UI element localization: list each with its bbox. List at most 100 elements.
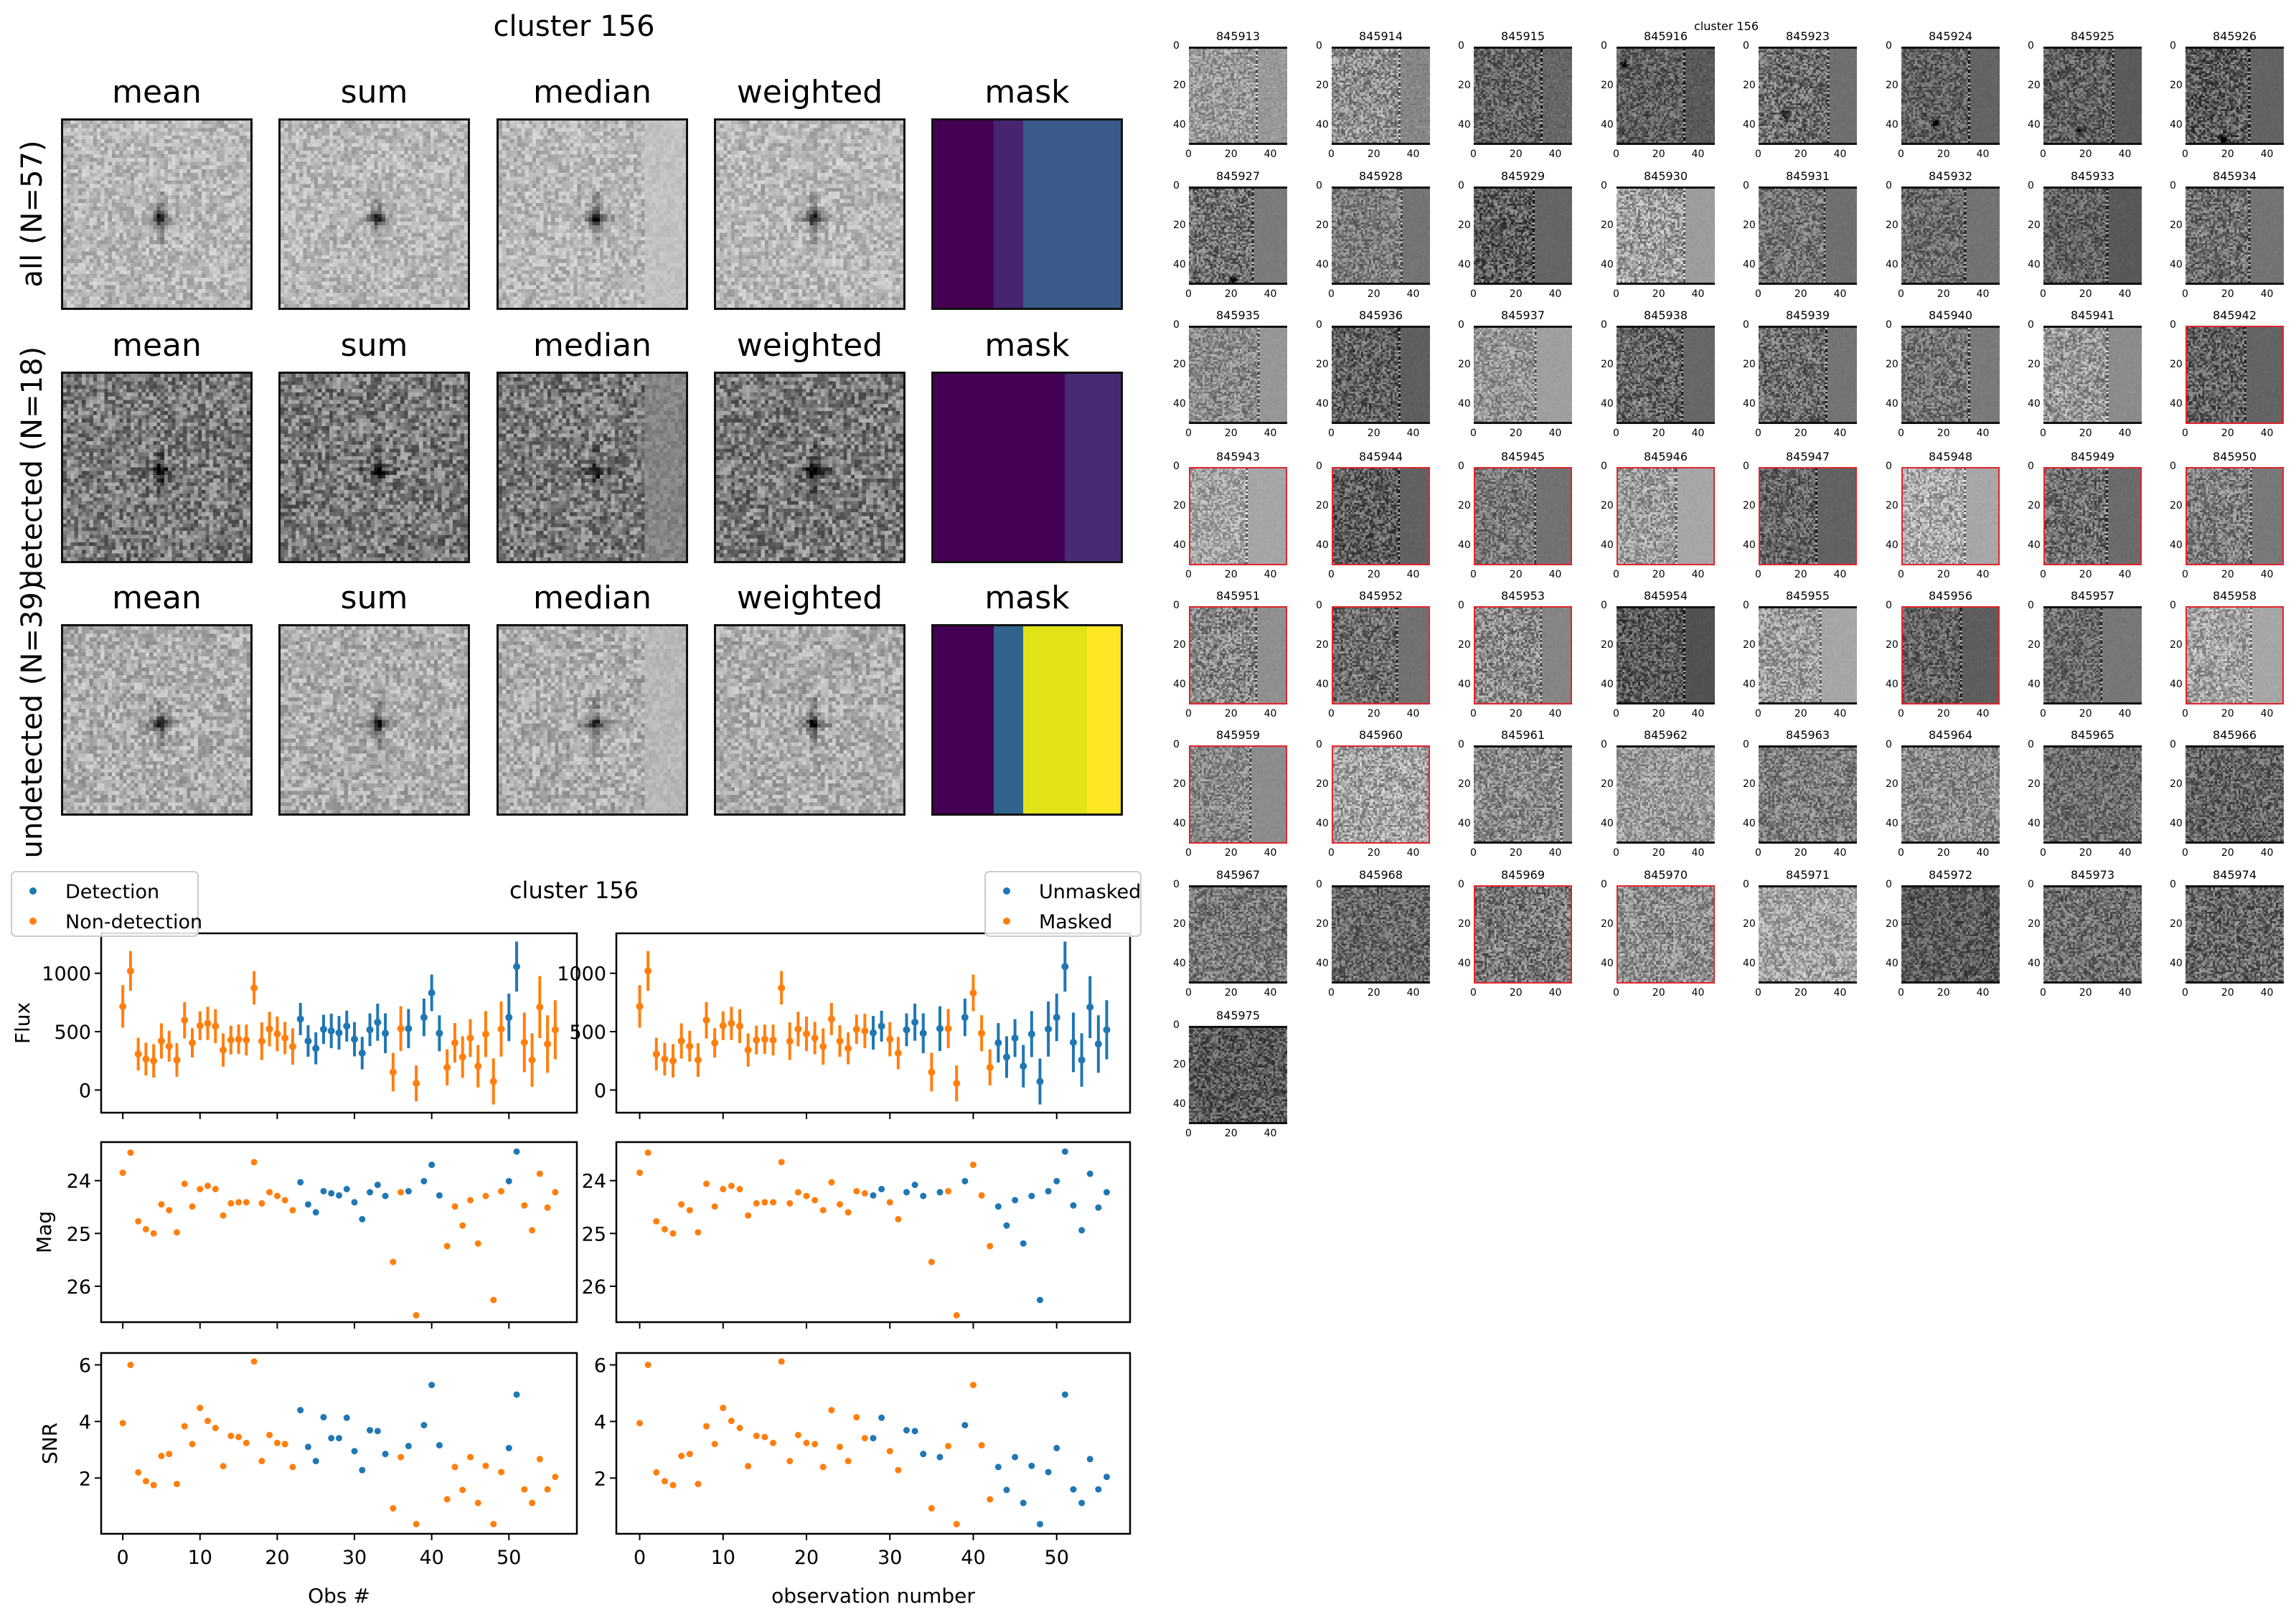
thumbnail-xtick: 40 — [1976, 708, 1990, 720]
data-point — [235, 1199, 243, 1206]
data-point — [677, 1037, 685, 1045]
thumbnail-845951[interactable]: 845951 0 0 20 20 40 40 — [1173, 589, 1287, 720]
thumbnail-845928[interactable]: 845928 0 0 20 20 40 40 — [1316, 169, 1430, 300]
thumbnail-845930[interactable]: 845930 0 0 20 20 40 40 — [1601, 169, 1715, 300]
data-point — [1078, 1499, 1086, 1507]
thumbnail-label: 845951 — [1215, 589, 1261, 603]
thumbnail-ytick: 40 — [2170, 397, 2183, 410]
thumbnail-845969[interactable]: 845969 0 0 20 20 40 40 — [1458, 868, 1572, 999]
thumbnail-845937[interactable]: 845937 0 0 20 20 40 40 — [1458, 308, 1572, 439]
thumbnail-label: 845975 — [1215, 1009, 1261, 1022]
data-point — [895, 1215, 902, 1222]
thumbnail-xtick: 40 — [1833, 428, 1847, 439]
thumbnail-ytick: 20 — [1886, 79, 1899, 91]
thumbnail-845961[interactable]: 845961 0 0 20 20 40 40 — [1458, 728, 1572, 859]
thumbnail-845956[interactable]: 845956 0 0 20 20 40 40 — [1886, 589, 2000, 720]
thumbnail-845939[interactable]: 845939 0 0 20 20 40 40 — [1743, 308, 1857, 439]
data-point — [786, 1037, 794, 1045]
thumbnail-845972[interactable]: 845972 0 0 20 20 40 40 — [1886, 868, 2000, 999]
thumbnail-xtick: 20 — [1794, 987, 1807, 999]
thumbnail-845943[interactable]: 845943 0 0 20 20 40 40 — [1173, 450, 1287, 580]
data-point — [778, 1358, 785, 1365]
thumbnail-845941[interactable]: 845941 0 0 20 20 40 40 — [2028, 308, 2142, 439]
thumbnail-845916[interactable]: 845916 0 0 20 20 40 40 — [1601, 29, 1715, 160]
data-point — [819, 1042, 827, 1050]
thumbnail-845971[interactable]: 845971 0 0 20 20 40 40 — [1743, 868, 1857, 999]
thumbnail-845975[interactable]: 845975 0 0 20 20 40 40 — [1173, 1009, 1287, 1139]
thumbnail-845946[interactable]: 845946 0 0 20 20 40 40 — [1601, 450, 1715, 580]
data-point — [265, 1025, 273, 1033]
thumbnail-845933[interactable]: 845933 0 0 20 20 40 40 — [2028, 169, 2142, 300]
thumbnail-845926[interactable]: 845926 0 0 20 20 40 40 — [2170, 29, 2284, 160]
thumbnail-845950[interactable]: 845950 0 0 20 20 40 40 — [2170, 450, 2284, 580]
thumbnail-ytick: 40 — [1886, 258, 1899, 270]
thumbnail-845965[interactable]: 845965 0 0 20 20 40 40 — [2028, 728, 2142, 859]
thumbnail-845964[interactable]: 845964 0 0 20 20 40 40 — [1886, 728, 2000, 859]
data-point — [987, 1243, 994, 1250]
thumbnail-845938[interactable]: 845938 0 0 20 20 40 40 — [1601, 308, 1715, 439]
thumbnail-ytick: 40 — [1316, 539, 1329, 551]
thumbnail-845925[interactable]: 845925 0 0 20 20 40 40 — [2028, 29, 2142, 160]
thumbnail-845942[interactable]: 845942 0 0 20 20 40 40 — [2170, 308, 2284, 439]
thumbnail-845934[interactable]: 845934 0 0 20 20 40 40 — [2170, 169, 2284, 300]
thumbnail-image — [1332, 745, 1430, 844]
thumbnail-845954[interactable]: 845954 0 0 20 20 40 40 — [1601, 589, 1715, 720]
thumbnail-845967[interactable]: 845967 0 0 20 20 40 40 — [1173, 868, 1287, 999]
data-point — [474, 1240, 481, 1247]
thumbnail-845957[interactable]: 845957 0 0 20 20 40 40 — [2028, 589, 2142, 720]
data-point — [711, 1203, 718, 1210]
thumbnail-845929[interactable]: 845929 0 0 20 20 40 40 — [1458, 169, 1572, 300]
thumbnail-845936[interactable]: 845936 0 0 20 20 40 40 — [1316, 308, 1430, 439]
thumbnail-845944[interactable]: 845944 0 0 20 20 40 40 — [1316, 450, 1430, 580]
thumbnail-845940[interactable]: 845940 0 0 20 20 40 40 — [1886, 308, 2000, 439]
data-point — [1012, 1197, 1019, 1204]
thumbnail-label: 845931 — [1785, 169, 1830, 183]
thumbnail-845952[interactable]: 845952 0 0 20 20 40 40 — [1316, 589, 1430, 720]
data-point — [794, 1431, 801, 1438]
thumbnail-845927[interactable]: 845927 0 0 20 20 40 40 — [1173, 169, 1287, 300]
thumbnail-845974[interactable]: 845974 0 0 20 20 40 40 — [2170, 868, 2284, 999]
thumbnail-845966[interactable]: 845966 0 0 20 20 40 40 — [2170, 728, 2284, 859]
thumbnail-845932[interactable]: 845932 0 0 20 20 40 40 — [1886, 169, 2000, 300]
thumbnail-xtick: 0 — [2040, 708, 2046, 720]
thumbnail-xtick: 40 — [2118, 428, 2132, 439]
thumbnail-845915[interactable]: 845915 0 0 20 20 40 40 — [1458, 29, 1572, 160]
thumbnail-845931[interactable]: 845931 0 0 20 20 40 40 — [1743, 169, 1857, 300]
data-point — [1027, 1030, 1035, 1038]
thumbnail-845955[interactable]: 845955 0 0 20 20 40 40 — [1743, 589, 1857, 720]
thumbnail-ytick: 20 — [1601, 219, 1614, 231]
thumbnail-845947[interactable]: 845947 0 0 20 20 40 40 — [1743, 450, 1857, 580]
thumbnail-845960[interactable]: 845960 0 0 20 20 40 40 — [1316, 728, 1430, 859]
data-point — [227, 1433, 235, 1440]
data-point — [135, 1217, 142, 1225]
thumbnail-xtick: 20 — [2079, 847, 2092, 859]
thumbnail-845923[interactable]: 845923 0 0 20 20 40 40 — [1743, 29, 1857, 160]
data-point — [761, 1199, 768, 1206]
thumbnail-845914[interactable]: 845914 0 0 20 20 40 40 — [1316, 29, 1430, 160]
thumbnail-845913[interactable]: 845913 0 0 20 20 40 40 — [1173, 29, 1287, 160]
data-point — [405, 1443, 412, 1450]
x-tick-label: 20 — [794, 1547, 819, 1569]
thumbnail-ytick: 20 — [1173, 358, 1186, 370]
thumbnail-845958[interactable]: 845958 0 0 20 20 40 40 — [2170, 589, 2284, 720]
thumbnail-845945[interactable]: 845945 0 0 20 20 40 40 — [1458, 450, 1572, 580]
thumbnail-845962[interactable]: 845962 0 0 20 20 40 40 — [1601, 728, 1715, 859]
thumbnail-845970[interactable]: 845970 0 0 20 20 40 40 — [1601, 868, 1715, 999]
thumbnail-845959[interactable]: 845959 0 0 20 20 40 40 — [1173, 728, 1287, 859]
thumbnail-845924[interactable]: 845924 0 0 20 20 40 40 — [1886, 29, 2000, 160]
thumbnail-ytick: 40 — [1458, 678, 1471, 690]
thumbnail-xtick: 20 — [1652, 288, 1665, 300]
data-point — [911, 1182, 918, 1189]
thumbnail-845963[interactable]: 845963 0 0 20 20 40 40 — [1743, 728, 1857, 859]
thumbnail-845949[interactable]: 845949 0 0 20 20 40 40 — [2028, 450, 2142, 580]
data-point — [728, 1182, 735, 1189]
thumbnail-xtick: 40 — [1833, 148, 1847, 160]
thumbnail-845948[interactable]: 845948 0 0 20 20 40 40 — [1886, 450, 2000, 580]
thumbnail-845935[interactable]: 845935 0 0 20 20 40 40 — [1173, 308, 1287, 439]
data-point — [235, 1433, 243, 1441]
thumbnail-ytick: 20 — [1173, 918, 1186, 930]
thumbnail-845953[interactable]: 845953 0 0 20 20 40 40 — [1458, 589, 1572, 720]
thumbnail-845973[interactable]: 845973 0 0 20 20 40 40 — [2028, 868, 2142, 999]
thumbnail-845968[interactable]: 845968 0 0 20 20 40 40 — [1316, 868, 1430, 999]
thumbnail-ytick: 0 — [1886, 739, 1892, 750]
